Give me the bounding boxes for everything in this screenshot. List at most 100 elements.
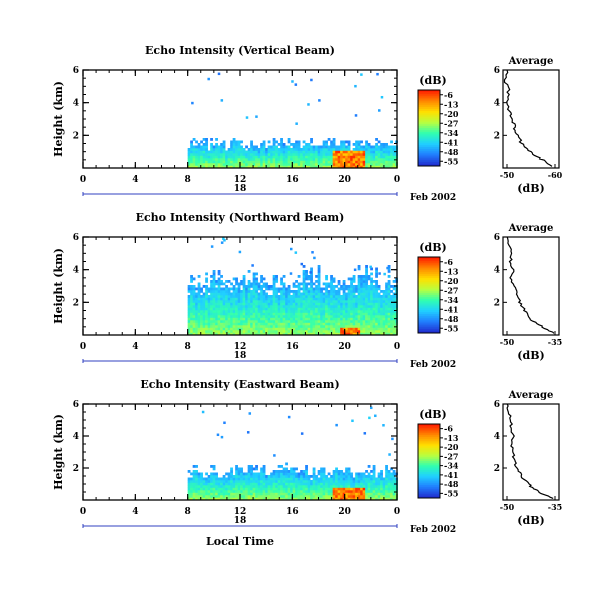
heatmap-cell	[245, 320, 248, 323]
heatmap-cell	[365, 277, 368, 281]
heatmap-cell	[325, 150, 328, 154]
heatmap-cell	[365, 292, 368, 296]
average-x-tick-label: -35	[548, 502, 562, 512]
heatmap-cell	[360, 305, 363, 308]
heatmap-cell	[277, 470, 281, 473]
heatmap-cell	[360, 297, 363, 301]
heatmap-cell	[327, 477, 331, 481]
heatmap-cell	[337, 322, 341, 326]
heatmap-cell	[385, 163, 388, 166]
heatmap-cell	[292, 492, 296, 496]
heatmap-cell	[305, 285, 308, 288]
date-label: Feb 2002	[410, 193, 456, 203]
heatmap-cell	[225, 287, 228, 291]
heatmap-cell	[242, 310, 246, 313]
heatmap-cell	[350, 475, 353, 478]
heatmap-cell	[382, 480, 386, 483]
heatmap-cell	[365, 492, 368, 496]
heatmap-cell	[390, 315, 393, 318]
heatmap-cell	[375, 325, 378, 328]
heatmap-cell	[322, 143, 326, 146]
colorbar-tick-label: -55	[444, 323, 458, 333]
heatmap-cell	[285, 315, 288, 318]
heatmap-cell	[375, 322, 378, 326]
heatmap-cell	[392, 163, 396, 166]
heatmap-cell	[315, 297, 318, 301]
heatmap-cell	[217, 285, 221, 288]
colorbar-strip	[418, 150, 440, 154]
colorbar-strip	[418, 472, 440, 475]
panel-title: Echo Intensity (Vertical Beam)	[145, 44, 335, 57]
heatmap-cell	[307, 150, 311, 154]
heatmap-cell	[192, 155, 196, 159]
heatmap-cell	[350, 305, 353, 308]
heatmap-cell	[320, 292, 323, 296]
heatmap-cell	[225, 153, 228, 156]
heatmap-cell	[380, 148, 383, 151]
heatmap-cell	[307, 480, 311, 483]
heatmap-cell	[270, 327, 273, 331]
heatmap-cell	[305, 495, 308, 498]
heatmap-cell	[360, 158, 363, 161]
heatmap-cell	[262, 282, 266, 286]
heatmap-cell	[367, 287, 371, 291]
heatmap-cell	[290, 317, 293, 321]
heatmap-cell	[295, 163, 298, 166]
heatmap-cell	[370, 492, 373, 496]
heatmap-cell	[360, 145, 363, 149]
panel-3: Echo Intensity (Eastward Beam)0 4 8 12 16 20 0…	[52, 378, 562, 548]
heatmap-cell	[387, 270, 391, 273]
heatmap-cell	[355, 302, 358, 306]
heatmap-cell	[287, 470, 291, 473]
heatmap-cell	[347, 158, 351, 161]
heatmap-cell	[337, 148, 341, 151]
heatmap-cell	[322, 490, 326, 493]
heatmap-cell	[262, 487, 266, 491]
heatmap-cell	[375, 487, 378, 491]
heatmap-cell	[275, 145, 278, 149]
heatmap-cell	[212, 307, 216, 311]
heatmap-cell	[230, 495, 233, 498]
heatmap-cell	[380, 320, 383, 323]
heatmap-cell	[240, 153, 243, 156]
heatmap-cell	[192, 490, 196, 493]
heatmap-cell	[355, 145, 358, 149]
heatmap-cell	[382, 153, 386, 156]
heatmap-cell	[295, 320, 298, 323]
heatmap-cell	[287, 312, 291, 316]
heatmap-cell	[242, 287, 246, 291]
heatmap-cell	[212, 305, 216, 308]
heatmap-cell	[247, 497, 251, 501]
heatmap-cell	[375, 163, 378, 166]
heatmap-cell	[257, 295, 261, 298]
heatmap-cell	[355, 285, 358, 288]
heatmap-cell	[207, 487, 211, 491]
heatmap-cell	[210, 482, 213, 486]
heatmap-cell	[242, 275, 246, 278]
heatmap-cell	[187, 148, 191, 151]
colorbar-strip	[418, 455, 440, 458]
heatmap-cell	[262, 492, 266, 496]
heatmap-cell	[297, 140, 301, 144]
heatmap-cell	[362, 487, 366, 491]
heatmap-cell	[275, 300, 278, 303]
heatmap-cell	[210, 317, 213, 321]
heatmap-cell	[347, 470, 351, 473]
heatmap-cell	[287, 148, 291, 151]
heatmap-cell	[310, 300, 313, 303]
heatmap-cell	[240, 307, 243, 311]
heatmap-cell	[200, 150, 203, 154]
heatmap-cell	[202, 322, 206, 326]
heatmap-cell	[335, 330, 338, 333]
heatmap-cell	[287, 490, 291, 493]
heatmap-cell	[355, 325, 358, 328]
heatmap-cell	[327, 482, 331, 486]
heatmap-cell	[267, 475, 271, 478]
heatmap-cell	[330, 482, 333, 486]
heatmap-cell	[270, 148, 273, 151]
heatmap-cell	[387, 297, 391, 301]
colorbar-tick-label: -13	[444, 99, 459, 109]
colorbar-strip	[418, 466, 440, 469]
heatmap-cell	[337, 315, 341, 318]
heatmap-cell	[250, 302, 253, 306]
